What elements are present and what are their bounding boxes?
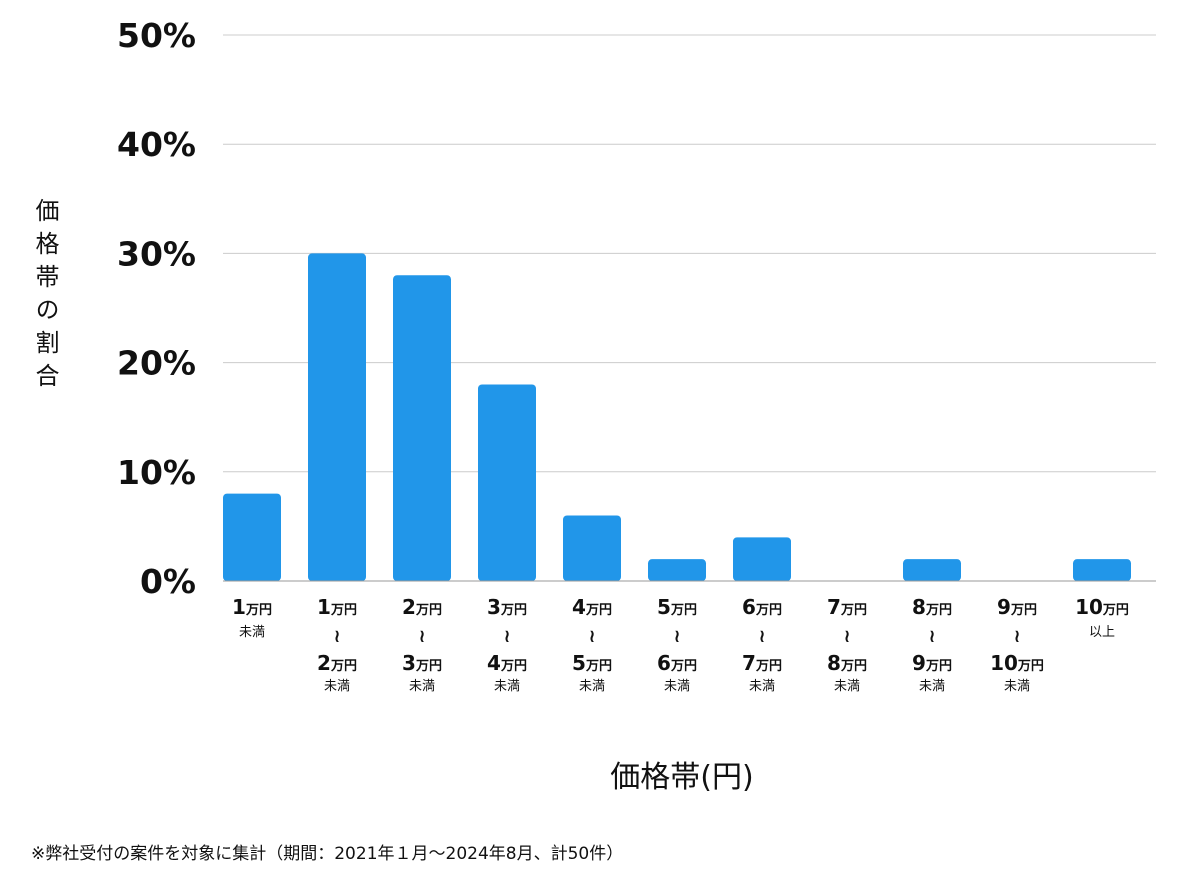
- x-axis-label: 価格帯(円): [610, 760, 754, 795]
- x-tick-note: 未満: [239, 625, 265, 640]
- y-tick-label: 0%: [140, 562, 196, 601]
- bar: [903, 559, 961, 581]
- x-tick-range-symbol: ≀: [929, 626, 936, 647]
- x-tick-range-value: 1万円: [232, 595, 272, 619]
- x-tick-range-value: 9万円: [997, 595, 1037, 619]
- y-tick-label: 10%: [117, 453, 196, 492]
- x-tick-range-value: 6万円: [742, 595, 782, 619]
- x-tick-range-symbol: ≀: [419, 626, 426, 647]
- x-tick-range-value: 8万円: [912, 595, 952, 619]
- x-tick-range-value: 10万円: [1075, 595, 1129, 619]
- x-tick-range-value: 8万円: [827, 651, 867, 675]
- x-tick-note: 未満: [919, 679, 945, 694]
- gridlines: [223, 34, 1156, 473]
- x-tick-note: 未満: [324, 679, 350, 694]
- x-tick-range-value: 5万円: [657, 595, 697, 619]
- x-tick-note: 未満: [494, 679, 520, 694]
- x-tick-range-symbol: ≀: [334, 626, 341, 647]
- x-tick-range-symbol: ≀: [589, 626, 596, 647]
- x-tick-note: 未満: [834, 679, 860, 694]
- y-axis-label: 価格帯の割合: [31, 198, 59, 396]
- x-axis-ticks: 1万円未満1万円≀2万円未満2万円≀3万円未満3万円≀4万円未満4万円≀5万円未…: [232, 595, 1129, 694]
- y-tick-label: 50%: [117, 16, 196, 55]
- x-tick-range-value: 6万円: [657, 651, 697, 675]
- x-tick-range-value: 1万円: [317, 595, 357, 619]
- x-tick-range-symbol: ≀: [674, 626, 681, 647]
- y-tick-label: 40%: [117, 125, 196, 164]
- x-tick-range-value: 2万円: [402, 595, 442, 619]
- bars: [223, 253, 1131, 581]
- footnote: ※弊社受付の案件を対象に集計（期間：2021年１月〜2024年8月、計50件）: [31, 844, 624, 864]
- x-tick-note: 未満: [1004, 679, 1030, 694]
- bar: [223, 493, 281, 581]
- x-tick-range-symbol: ≀: [504, 626, 511, 647]
- x-tick-range-value: 7万円: [827, 595, 867, 619]
- bar: [478, 384, 536, 581]
- bar: [648, 559, 706, 581]
- x-tick-range-value: 4万円: [487, 651, 527, 675]
- x-tick-range-value: 3万円: [487, 595, 527, 619]
- x-tick-note: 未満: [409, 679, 435, 694]
- x-tick-note: 未満: [749, 679, 775, 694]
- x-tick-range-symbol: ≀: [1014, 626, 1021, 647]
- x-tick-range-value: 7万円: [742, 651, 782, 675]
- bar: [733, 537, 791, 581]
- bar: [563, 515, 621, 581]
- x-tick-range-value: 9万円: [912, 651, 952, 675]
- y-tick-label: 20%: [117, 344, 196, 383]
- x-tick-range-symbol: ≀: [844, 626, 851, 647]
- x-tick-range-symbol: ≀: [759, 626, 766, 647]
- bar: [1073, 559, 1131, 581]
- bar: [393, 275, 451, 581]
- x-tick-range-value: 3万円: [402, 651, 442, 675]
- x-tick-range-value: 2万円: [317, 651, 357, 675]
- x-tick-note: 未満: [664, 679, 690, 694]
- y-tick-label: 30%: [117, 234, 196, 273]
- x-tick-range-value: 4万円: [572, 595, 612, 619]
- bar: [308, 253, 366, 581]
- y-axis-ticks: 0% 10% 20% 30% 40% 50%: [117, 16, 196, 601]
- x-tick-note: 以上: [1089, 625, 1115, 640]
- x-tick-note: 未満: [579, 679, 605, 694]
- x-tick-range-value: 5万円: [572, 651, 612, 675]
- x-tick-range-value: 10万円: [990, 651, 1044, 675]
